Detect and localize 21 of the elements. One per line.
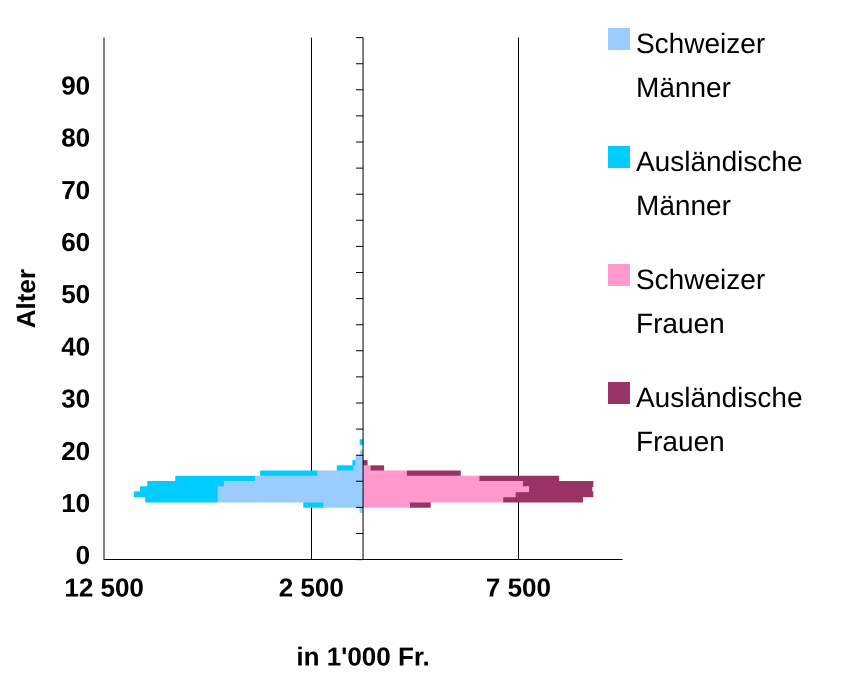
y-tick-label: 10 [61,488,90,518]
x-tick-label: 12 500 [64,572,144,602]
y-tick-label: 0 [76,540,90,570]
legend-label: Schweizer Frauen [636,263,766,341]
y-tick-label: 30 [61,384,90,414]
y-tick-label: 40 [61,331,90,362]
bar [260,470,318,476]
y-tick-label: 20 [61,436,90,466]
bar [406,470,461,476]
x-tick-label: 2 500 [278,572,344,602]
y-tick-label: 80 [61,122,90,153]
legend-label: Ausländische Frauen [636,381,804,459]
legend-label: Ausländische Männer [636,145,804,223]
x-tick-label: 7 500 [486,572,551,602]
legend-label: Schweizer Männer [636,27,766,105]
y-tick-label: 70 [61,174,90,205]
x-axis-title: in 1'000 Fr. [296,642,430,672]
y-axis-title: Alter [10,268,41,328]
y-tick-label: 60 [61,226,90,257]
y-tick-label: 90 [61,70,90,100]
y-tick-label: 50 [61,279,90,310]
